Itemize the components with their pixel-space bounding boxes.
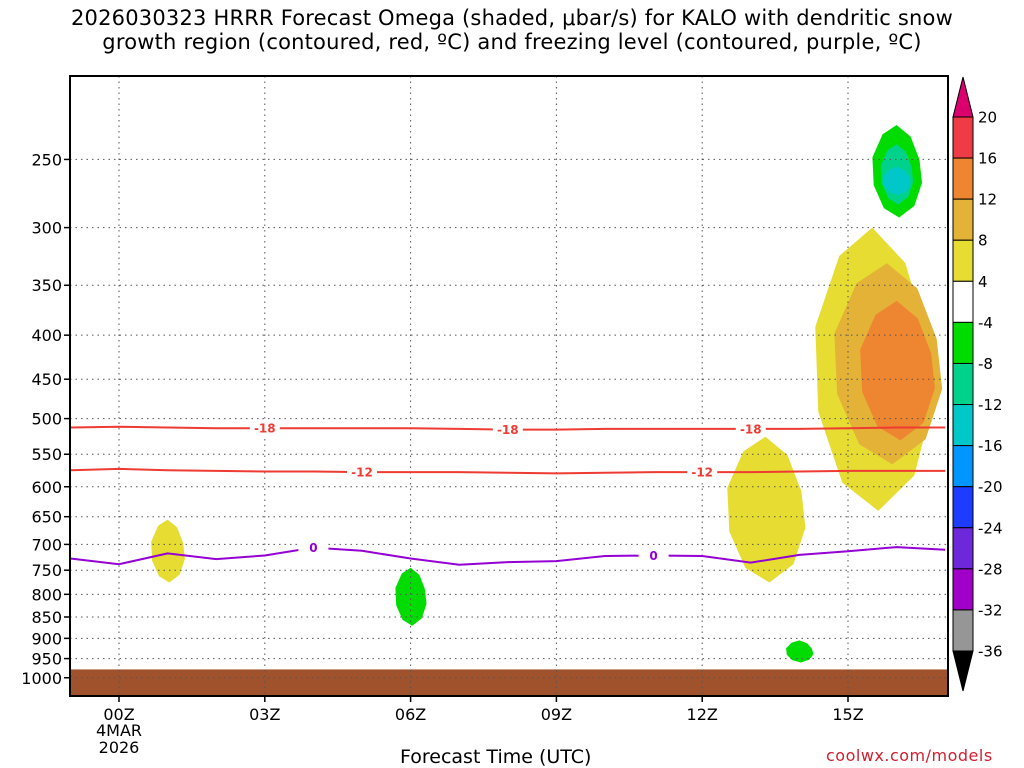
colorbar-label: -28 bbox=[978, 560, 1003, 578]
contour-label-bg bbox=[298, 540, 329, 555]
colorbar-band bbox=[952, 445, 974, 488]
x-tick-year: 2026 bbox=[99, 738, 140, 757]
y-tick-label: 350 bbox=[31, 276, 62, 295]
colorbar-band bbox=[952, 404, 974, 447]
omega-region-9 bbox=[883, 166, 911, 196]
contour-label-bg bbox=[492, 422, 523, 437]
colorbar-band bbox=[952, 609, 974, 652]
colorbar-label: 20 bbox=[978, 109, 997, 127]
y-tick-label: 500 bbox=[31, 410, 62, 429]
contour-line-1 bbox=[70, 467, 946, 475]
omega-region-6 bbox=[860, 300, 935, 441]
y-axis-ticks: 250 300 350 400 450 500 550 600 650 700 750 800 850 9… bbox=[21, 150, 70, 688]
colorbar-band bbox=[952, 116, 974, 159]
omega-region-1 bbox=[395, 567, 427, 626]
colorbar-band bbox=[952, 568, 974, 611]
colorbar-band bbox=[952, 486, 974, 529]
y-tick-label: 250 bbox=[31, 150, 62, 169]
y-tick-label: 900 bbox=[31, 629, 62, 648]
colorbar-band bbox=[952, 198, 974, 241]
x-tick-date: 4MAR bbox=[96, 721, 142, 740]
chart-title: 2026030323 HRRR Forecast Omega (shaded, … bbox=[0, 6, 1024, 54]
colorbar-band bbox=[952, 239, 974, 282]
colorbar-band bbox=[952, 280, 974, 323]
grid-lines bbox=[70, 76, 948, 696]
source-credit: coolwx.com/models bbox=[826, 746, 993, 765]
colorbar-top-arrow bbox=[952, 76, 974, 118]
ground-layer bbox=[70, 669, 948, 696]
omega-region-3 bbox=[786, 640, 814, 663]
colorbar-label: 8 bbox=[978, 232, 988, 250]
contour-label-bg bbox=[735, 421, 766, 436]
contour-label: -18 bbox=[497, 423, 519, 437]
contour-label: 0 bbox=[309, 541, 317, 555]
colorbar-label: 16 bbox=[978, 150, 997, 168]
colorbar-band bbox=[952, 362, 974, 406]
contour-label-bg bbox=[687, 465, 718, 480]
contour-label: -12 bbox=[351, 466, 373, 480]
y-tick-label: 400 bbox=[31, 326, 62, 345]
colorbar: 20 16 12 8 4 -4 -8 -12 -16 -20 -24 -28 -32 -36 bbox=[952, 76, 1003, 692]
x-tick-label: 15Z bbox=[832, 705, 863, 724]
colorbar-label: -4 bbox=[978, 314, 993, 332]
contour-label: 0 bbox=[649, 549, 657, 563]
x-tick-label: 06Z bbox=[395, 705, 426, 724]
colorbar-label: -8 bbox=[978, 355, 993, 373]
y-tick-label: 700 bbox=[31, 535, 62, 554]
y-tick-label: 800 bbox=[31, 585, 62, 604]
chart-title-line2: growth region (contoured, red, ºC) and f… bbox=[102, 30, 922, 54]
x-axis-label: Forecast Time (UTC) bbox=[400, 746, 592, 768]
x-tick-label: 09Z bbox=[541, 705, 572, 724]
y-tick-label: 650 bbox=[31, 508, 62, 527]
colorbar-label: -20 bbox=[978, 478, 1003, 496]
omega-shading bbox=[151, 125, 943, 663]
y-tick-label: 450 bbox=[31, 370, 62, 389]
contour-label: -18 bbox=[740, 422, 762, 436]
y-tick-label: 1000 bbox=[21, 669, 62, 688]
x-tick-label: 12Z bbox=[687, 705, 718, 724]
contour-line-2 bbox=[70, 546, 946, 566]
colorbar-label: -12 bbox=[978, 396, 1003, 414]
plot-border bbox=[69, 75, 949, 697]
colorbar-label: 12 bbox=[978, 191, 997, 209]
y-tick-label: 950 bbox=[31, 650, 62, 669]
y-tick-label: 750 bbox=[31, 561, 62, 580]
contour-label-bg bbox=[347, 465, 377, 480]
omega-region-2 bbox=[727, 436, 806, 583]
y-tick-label: 550 bbox=[31, 445, 62, 464]
contour-label-bg bbox=[249, 421, 280, 436]
y-tick-label: 600 bbox=[31, 478, 62, 497]
x-tick-label: 00Z bbox=[103, 705, 134, 724]
chart-title-line1: 2026030323 HRRR Forecast Omega (shaded, … bbox=[71, 6, 953, 30]
colorbar-band bbox=[952, 321, 974, 364]
contour-label: -18 bbox=[254, 422, 276, 436]
colorbar-band bbox=[952, 157, 974, 200]
contour-label: -12 bbox=[691, 466, 713, 480]
ground-fill bbox=[70, 669, 948, 696]
y-tick-label: 300 bbox=[31, 219, 62, 238]
x-tick-label: 03Z bbox=[249, 705, 280, 724]
colorbar-label: -24 bbox=[978, 519, 1003, 537]
omega-region-0 bbox=[151, 519, 185, 583]
colorbar-label: 4 bbox=[978, 273, 988, 291]
colorbar-label: -16 bbox=[978, 437, 1003, 455]
colorbar-band bbox=[952, 527, 974, 570]
plot-frame bbox=[69, 75, 949, 697]
colorbar-label: -32 bbox=[978, 601, 1003, 619]
contour-lines: -18 -18 -18 -12 -12 0 0 bbox=[70, 421, 946, 566]
y-tick-label: 850 bbox=[31, 608, 62, 627]
colorbar-bottom-arrow bbox=[952, 650, 974, 692]
colorbar-label: -36 bbox=[978, 643, 1003, 661]
contour-label-bg bbox=[638, 548, 669, 563]
